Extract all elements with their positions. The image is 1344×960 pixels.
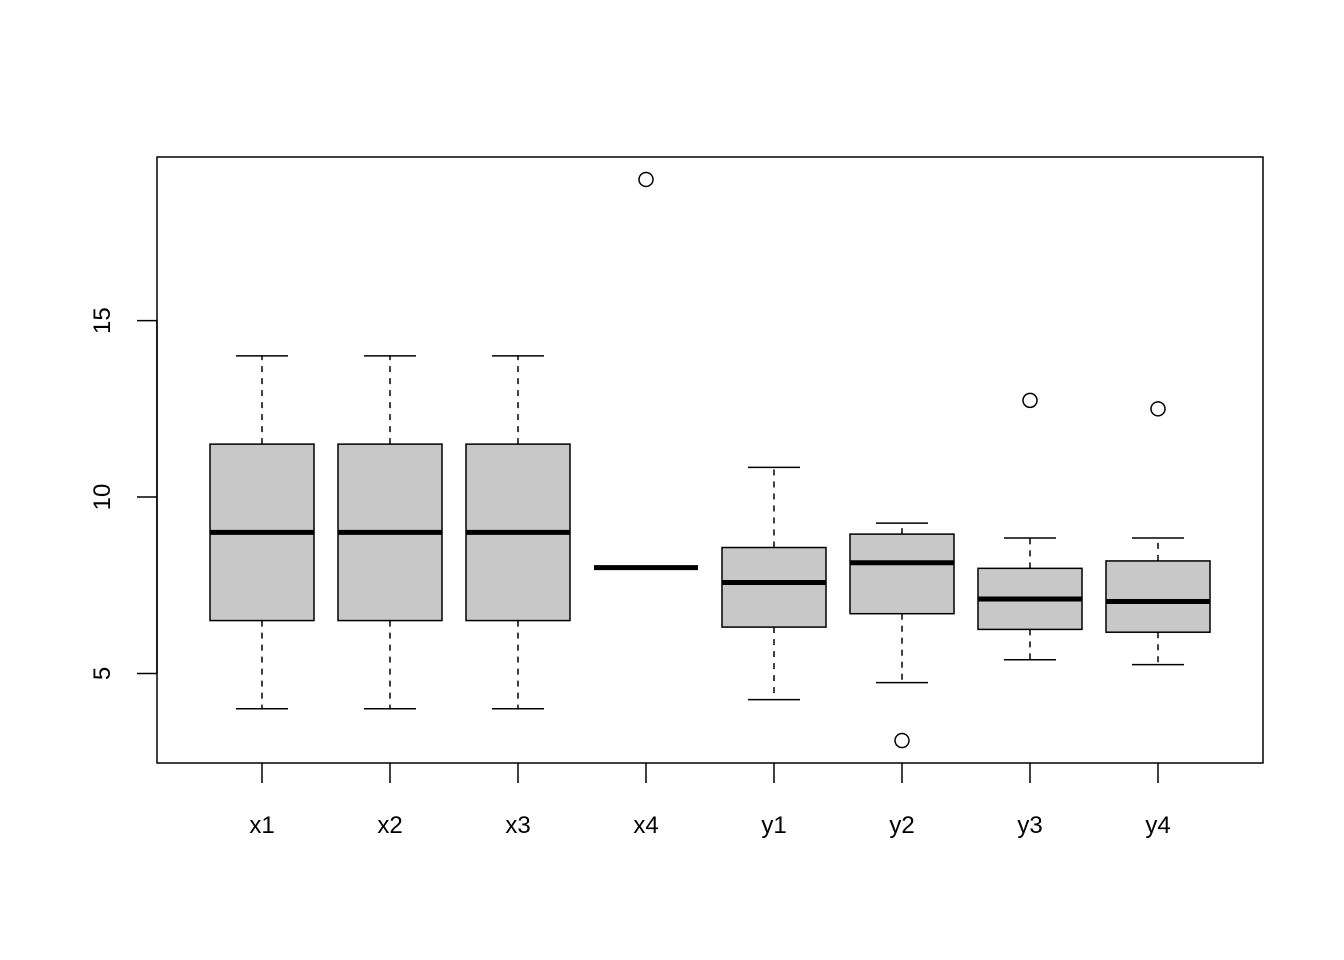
- box-x2: [337, 355, 443, 710]
- x-tick-label: y1: [761, 812, 786, 839]
- x-tick-label: y4: [1145, 812, 1170, 839]
- y-tick-label: 10: [89, 484, 116, 511]
- y-tick-label: 15: [89, 307, 116, 334]
- iqr-box: [721, 546, 827, 628]
- x-tick-label: y3: [1017, 812, 1042, 839]
- box-x1: [209, 355, 315, 710]
- box-x3: [465, 355, 571, 710]
- x-tick-label: y2: [889, 812, 914, 839]
- outlier-point: [1150, 401, 1166, 417]
- outlier-point: [894, 732, 910, 749]
- outlier-point: [638, 171, 654, 188]
- x-tick-label: x3: [505, 812, 530, 839]
- box-y3: [977, 392, 1083, 661]
- iqr-box: [1105, 560, 1211, 633]
- box-y2: [849, 522, 955, 749]
- iqr-box: [849, 533, 955, 615]
- x-tick-label: x2: [377, 812, 402, 839]
- box-y1: [721, 466, 827, 701]
- x-tick-label: x1: [249, 812, 274, 839]
- box-x4: [594, 171, 698, 571]
- box-y4: [1105, 401, 1211, 666]
- y-tick-label: 5: [89, 667, 116, 680]
- x-tick-label: x4: [633, 812, 658, 839]
- plot-frame: [156, 156, 1264, 764]
- outlier-point: [1022, 392, 1038, 409]
